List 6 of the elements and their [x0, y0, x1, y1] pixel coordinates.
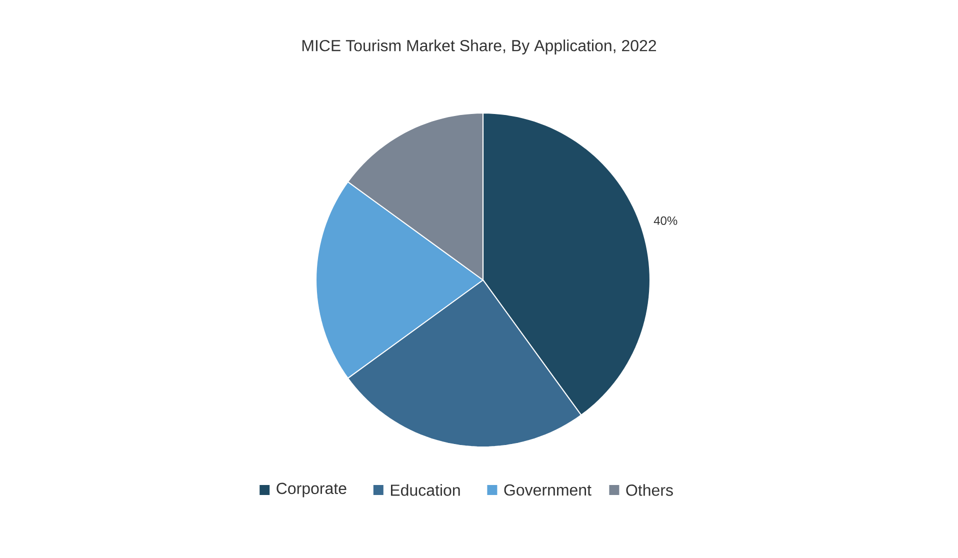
data-label: 40% [654, 216, 678, 225]
legend-label: Others [626, 484, 673, 496]
legend-label: Government [504, 484, 592, 496]
chart-title: MICE Tourism Market Share, By Application, 2022 [302, 40, 656, 54]
legend-label: Corporate [276, 482, 346, 498]
legend-label: Education [390, 484, 460, 496]
